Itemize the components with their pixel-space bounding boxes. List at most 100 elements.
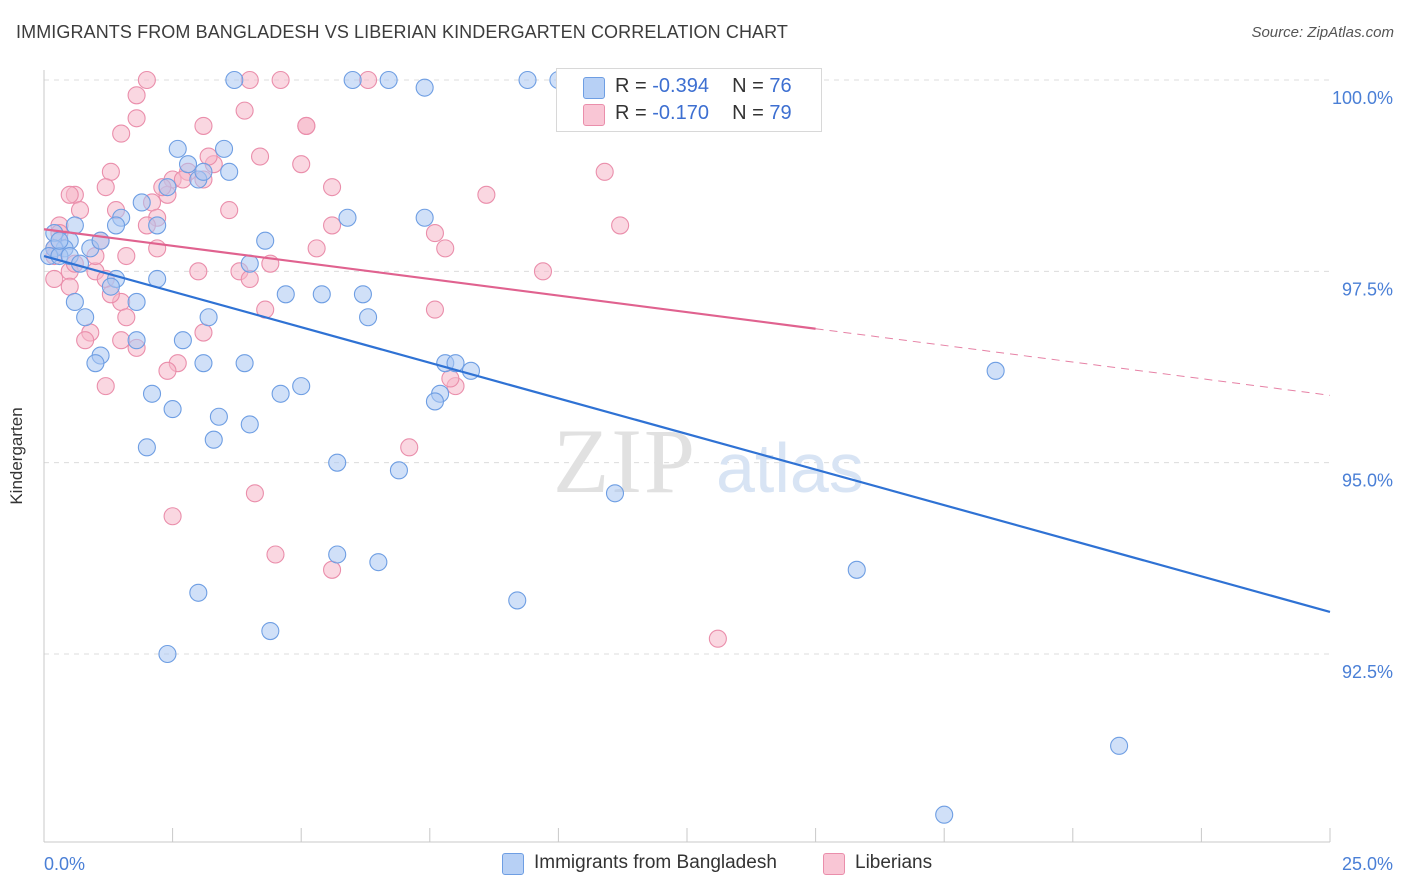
point-bangladesh (240, 254, 259, 273)
point-bangladesh (261, 621, 280, 641)
point-bangladesh (312, 285, 331, 304)
trend-line-liberians (43, 228, 816, 330)
point-bangladesh (847, 560, 866, 579)
point-liberians (194, 323, 213, 342)
point-liberians (323, 560, 342, 579)
point-liberians (194, 116, 213, 135)
point-liberians (189, 262, 208, 281)
point-bangladesh (199, 308, 218, 327)
point-liberians (323, 216, 342, 235)
series-bangladesh-points (40, 70, 1129, 824)
point-bangladesh (189, 583, 208, 602)
watermark-zip: ZIP (553, 410, 697, 512)
point-bangladesh (101, 277, 120, 296)
point-liberians (96, 178, 115, 197)
stats-r-label: R = (615, 75, 647, 97)
point-bangladesh (194, 354, 213, 373)
point-liberians (235, 101, 254, 120)
point-liberians (112, 124, 131, 143)
stats-n-label: N = (732, 75, 764, 97)
trend-line-bangladesh (43, 254, 1331, 613)
point-bangladesh (148, 216, 167, 235)
point-liberians (595, 162, 614, 181)
point-bangladesh (359, 308, 378, 327)
legend-swatch-liberians (823, 853, 845, 875)
stats-n-label: N = (732, 102, 764, 124)
axes (43, 70, 1331, 843)
point-liberians (400, 438, 419, 457)
point-liberians (96, 377, 115, 396)
point-bangladesh (605, 484, 625, 503)
point-bangladesh (158, 644, 177, 664)
point-liberians (163, 507, 182, 526)
point-bangladesh (343, 70, 362, 90)
point-bangladesh (142, 384, 162, 403)
point-liberians (117, 246, 136, 266)
point-liberians (112, 331, 131, 350)
point-bangladesh (137, 438, 156, 457)
legend-label-bangladesh: Immigrants from Bangladesh (534, 852, 777, 873)
y-tick-label: 100.0% (1332, 88, 1393, 108)
point-bangladesh (178, 155, 198, 174)
point-bangladesh (389, 461, 408, 480)
point-bangladesh (446, 354, 465, 373)
legend-label-liberians: Liberians (855, 852, 933, 873)
point-liberians (292, 155, 311, 174)
point-liberians (250, 147, 270, 166)
point-liberians (158, 361, 177, 380)
source-label: Source: ZipAtlas.com (1251, 24, 1394, 41)
stats-n-value: 76 (769, 75, 792, 97)
point-liberians (307, 239, 326, 258)
point-liberians (60, 185, 79, 204)
point-bangladesh (194, 162, 213, 181)
point-bangladesh (276, 285, 295, 304)
point-bangladesh (106, 216, 126, 235)
stats-r-value: -0.394 (652, 75, 709, 97)
point-bangladesh (50, 231, 69, 250)
point-bangladesh (86, 354, 105, 373)
point-liberians (323, 178, 342, 197)
point-bangladesh (425, 392, 444, 411)
y-axis-label: Kindergarten (7, 407, 26, 505)
point-bangladesh (214, 139, 234, 158)
point-liberians (297, 116, 316, 135)
point-bangladesh (158, 178, 177, 197)
point-liberians (436, 239, 455, 258)
point-liberians (76, 331, 95, 350)
stats-box: R = -0.394 N = 76 R = -0.170 N = 79 (556, 68, 822, 132)
point-bangladesh (220, 162, 239, 181)
point-bangladesh (209, 407, 228, 426)
point-liberians (425, 224, 444, 243)
chart-title: IMMIGRANTS FROM BANGLADESH VS LIBERIAN K… (16, 22, 789, 42)
point-liberians (359, 70, 378, 90)
point-bangladesh (76, 308, 95, 327)
point-liberians (173, 170, 192, 189)
point-liberians (611, 216, 630, 235)
point-bangladesh (163, 400, 182, 419)
point-bangladesh (168, 139, 187, 158)
point-bangladesh (415, 208, 434, 227)
stats-r-label: R = (615, 102, 647, 124)
point-liberians (533, 262, 553, 281)
point-bangladesh (508, 591, 527, 610)
series-liberians-points (45, 70, 727, 648)
stats-r-value: -0.170 (652, 102, 709, 124)
point-liberians (127, 86, 146, 105)
point-bangladesh (271, 384, 290, 403)
point-liberians (240, 70, 259, 90)
point-bangladesh (127, 331, 146, 350)
point-liberians (60, 277, 79, 296)
x-tick-label: 0.0% (44, 854, 85, 874)
point-bangladesh (935, 805, 954, 824)
point-bangladesh (338, 208, 357, 227)
point-bangladesh (292, 377, 311, 396)
point-liberians (137, 70, 156, 90)
point-bangladesh (353, 285, 372, 304)
point-bangladesh (173, 331, 192, 350)
point-liberians (70, 201, 90, 220)
point-liberians (708, 629, 727, 648)
point-bangladesh (986, 361, 1005, 380)
trend-lines (43, 228, 1331, 613)
legend-swatch-bangladesh (502, 853, 524, 875)
